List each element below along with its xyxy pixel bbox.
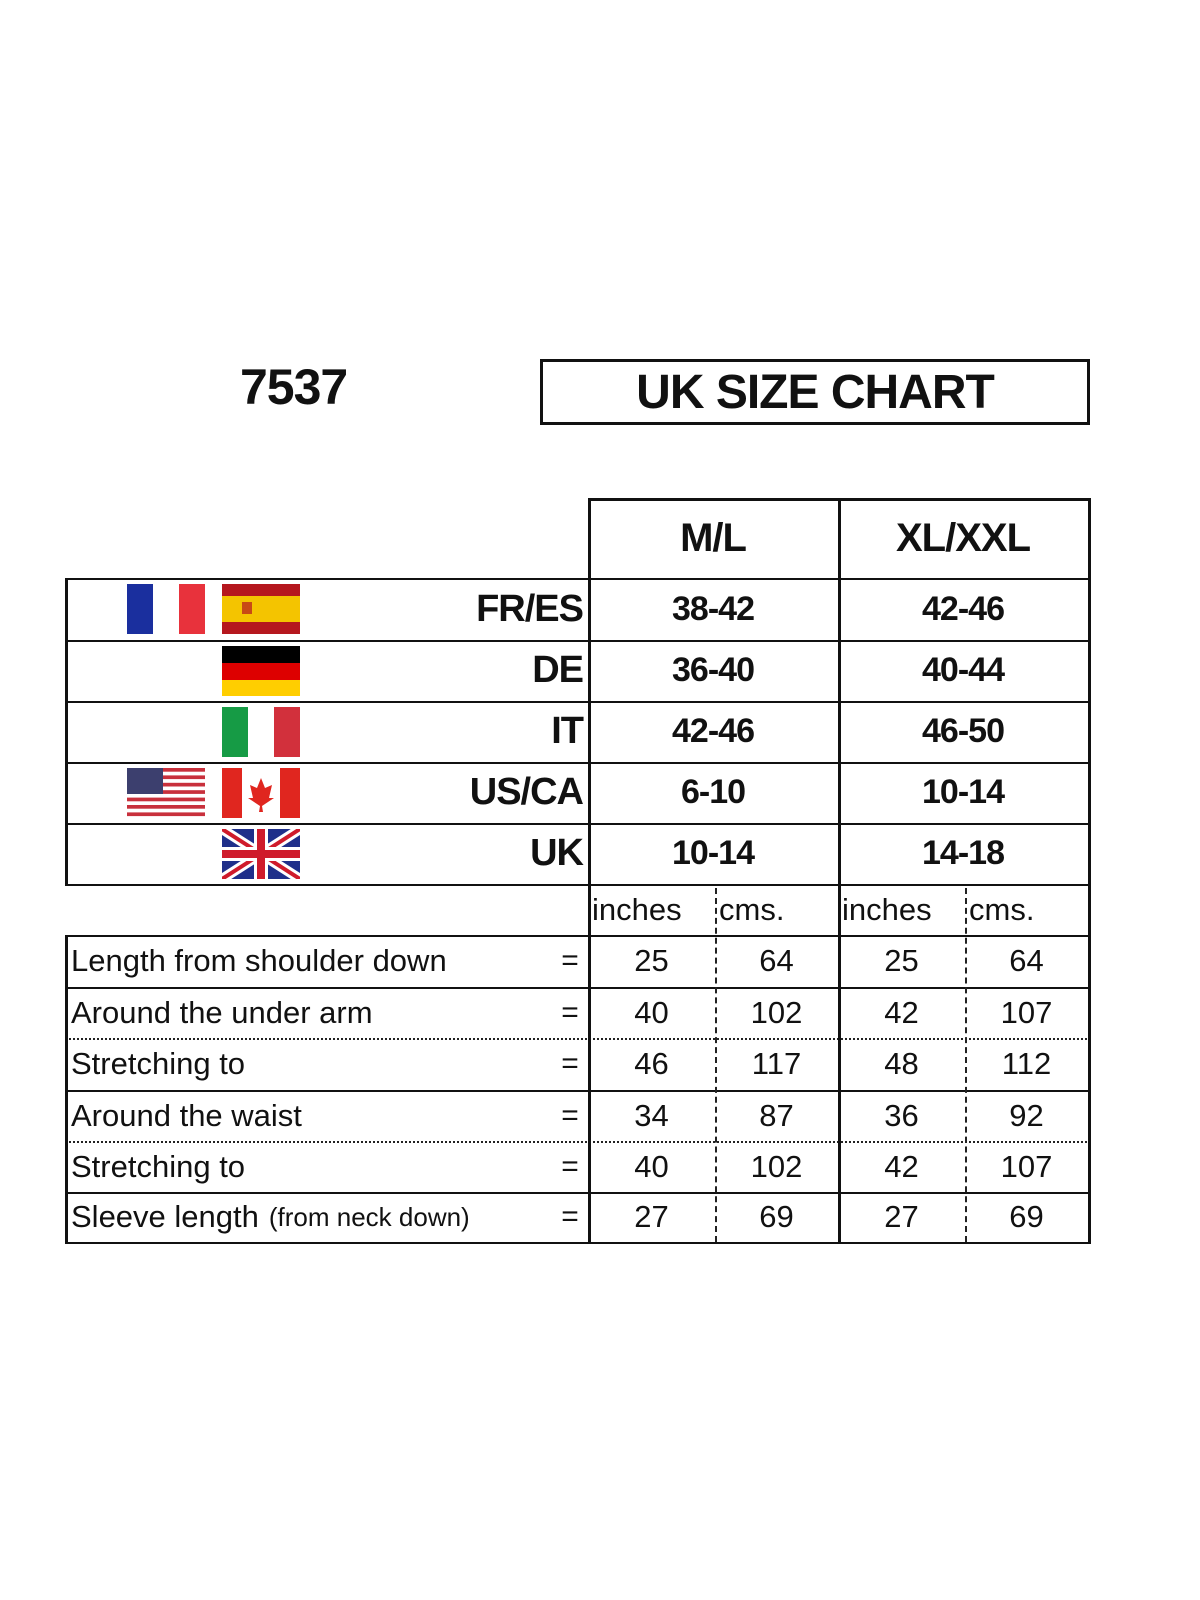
equals-sign: =: [561, 944, 579, 977]
france-flag-icon: [127, 584, 205, 634]
measurement-value: 25: [634, 943, 669, 978]
divider: [65, 1038, 1091, 1040]
divider: [65, 578, 1091, 580]
measurement-label: Around the waist: [71, 1090, 302, 1141]
measurement-value: 107: [1000, 1148, 1053, 1184]
divider: [65, 935, 68, 1244]
measurement-label: Stretching to: [71, 1141, 245, 1192]
unit-header: inches: [592, 891, 682, 927]
measurement-value: 46: [634, 1046, 669, 1081]
divider: [65, 1242, 1091, 1244]
measurement-label: Sleeve length (from neck down): [71, 1192, 470, 1242]
measurement-name: Sleeve length: [71, 1199, 259, 1234]
measurement-value: 64: [1009, 943, 1044, 978]
size-value: 46-50: [922, 712, 1005, 750]
size-value: 10-14: [922, 773, 1005, 811]
canada-flag-icon: [222, 768, 300, 818]
measurement-value: 27: [884, 1199, 919, 1234]
measurement-name: Stretching to: [71, 1148, 246, 1184]
measurement-value: 27: [634, 1199, 669, 1234]
equals-sign: =: [561, 1047, 579, 1080]
divider: [588, 498, 591, 1244]
divider: [65, 1090, 1091, 1092]
divider: [65, 884, 1091, 886]
measurement-value: 40: [634, 994, 669, 1030]
region-label: UK: [530, 832, 584, 874]
divider: [65, 987, 1091, 989]
size-value: 38-42: [672, 589, 755, 628]
region-label: US/CA: [469, 771, 584, 813]
spain-flag-icon: [222, 584, 300, 634]
measurement-value: 34: [634, 1097, 669, 1133]
divider: [1088, 498, 1091, 1244]
measurement-name: Length from shoulder down: [71, 943, 447, 978]
measurement-value: 102: [750, 994, 803, 1030]
unit-header: inches: [842, 891, 932, 927]
region-label: DE: [532, 649, 584, 691]
divider: [965, 888, 967, 1242]
measurement-value: 102: [750, 1148, 803, 1184]
italy-flag-icon: [222, 707, 300, 757]
measurement-note: (from neck down): [268, 1201, 470, 1232]
size-value: 42-46: [672, 712, 755, 750]
size-value: 6-10: [680, 773, 746, 811]
equals-sign: =: [561, 1200, 579, 1233]
measurement-value: 25: [884, 943, 919, 978]
region-label: FR/ES: [476, 587, 584, 630]
measurement-value: 40: [634, 1148, 669, 1184]
divider: [65, 1192, 1091, 1194]
equals-sign: =: [561, 995, 579, 1029]
measurement-name: Around the waist: [71, 1097, 302, 1133]
measurement-label: Around the under arm: [71, 987, 373, 1038]
measurement-name: Around the under arm: [71, 994, 373, 1030]
measurement-value: 64: [759, 943, 794, 978]
usa-flag-icon: [127, 768, 205, 818]
measurement-value: 87: [759, 1097, 794, 1133]
product-code: 7537: [240, 359, 348, 415]
equals-sign: =: [561, 1098, 579, 1132]
divider: [65, 762, 1091, 764]
measurement-value: 69: [1009, 1199, 1044, 1234]
size-value: 40-44: [922, 651, 1005, 689]
page-title: UK SIZE CHART: [540, 359, 1090, 425]
divider: [838, 498, 841, 1244]
divider: [65, 578, 68, 884]
divider: [65, 935, 1091, 937]
size-header: M/L: [680, 515, 747, 560]
unit-header: cms.: [719, 891, 785, 927]
divider: [715, 888, 717, 1242]
divider: [65, 640, 1091, 642]
unit-header: cms.: [969, 891, 1035, 927]
germany-flag-icon: [222, 646, 300, 696]
measurement-value: 42: [884, 1148, 919, 1184]
size-header: XL/XXL: [895, 515, 1031, 560]
measurement-value: 42: [884, 994, 919, 1030]
measurement-value: 92: [1009, 1097, 1044, 1133]
measurement-value: 48: [884, 1046, 919, 1081]
uk-flag-icon: [219, 824, 303, 884]
measurement-label: Stretching to: [71, 1038, 245, 1090]
measurement-value: 112: [1001, 1046, 1052, 1081]
divider: [65, 1141, 1091, 1143]
size-value: 10-14: [672, 834, 755, 872]
size-value: 42-46: [922, 589, 1005, 628]
measurement-name: Stretching to: [71, 1046, 246, 1081]
divider: [65, 823, 1091, 825]
measurement-value: 69: [759, 1199, 794, 1234]
divider: [65, 701, 1091, 703]
measurement-value: 36: [884, 1097, 919, 1133]
size-value: 36-40: [672, 651, 755, 689]
region-label: IT: [551, 710, 584, 752]
measurement-value: 107: [1000, 994, 1053, 1030]
measurement-label: Length from shoulder down: [71, 935, 447, 987]
size-value: 14-18: [922, 834, 1005, 872]
equals-sign: =: [561, 1149, 579, 1183]
measurement-value: 117: [751, 1046, 802, 1081]
